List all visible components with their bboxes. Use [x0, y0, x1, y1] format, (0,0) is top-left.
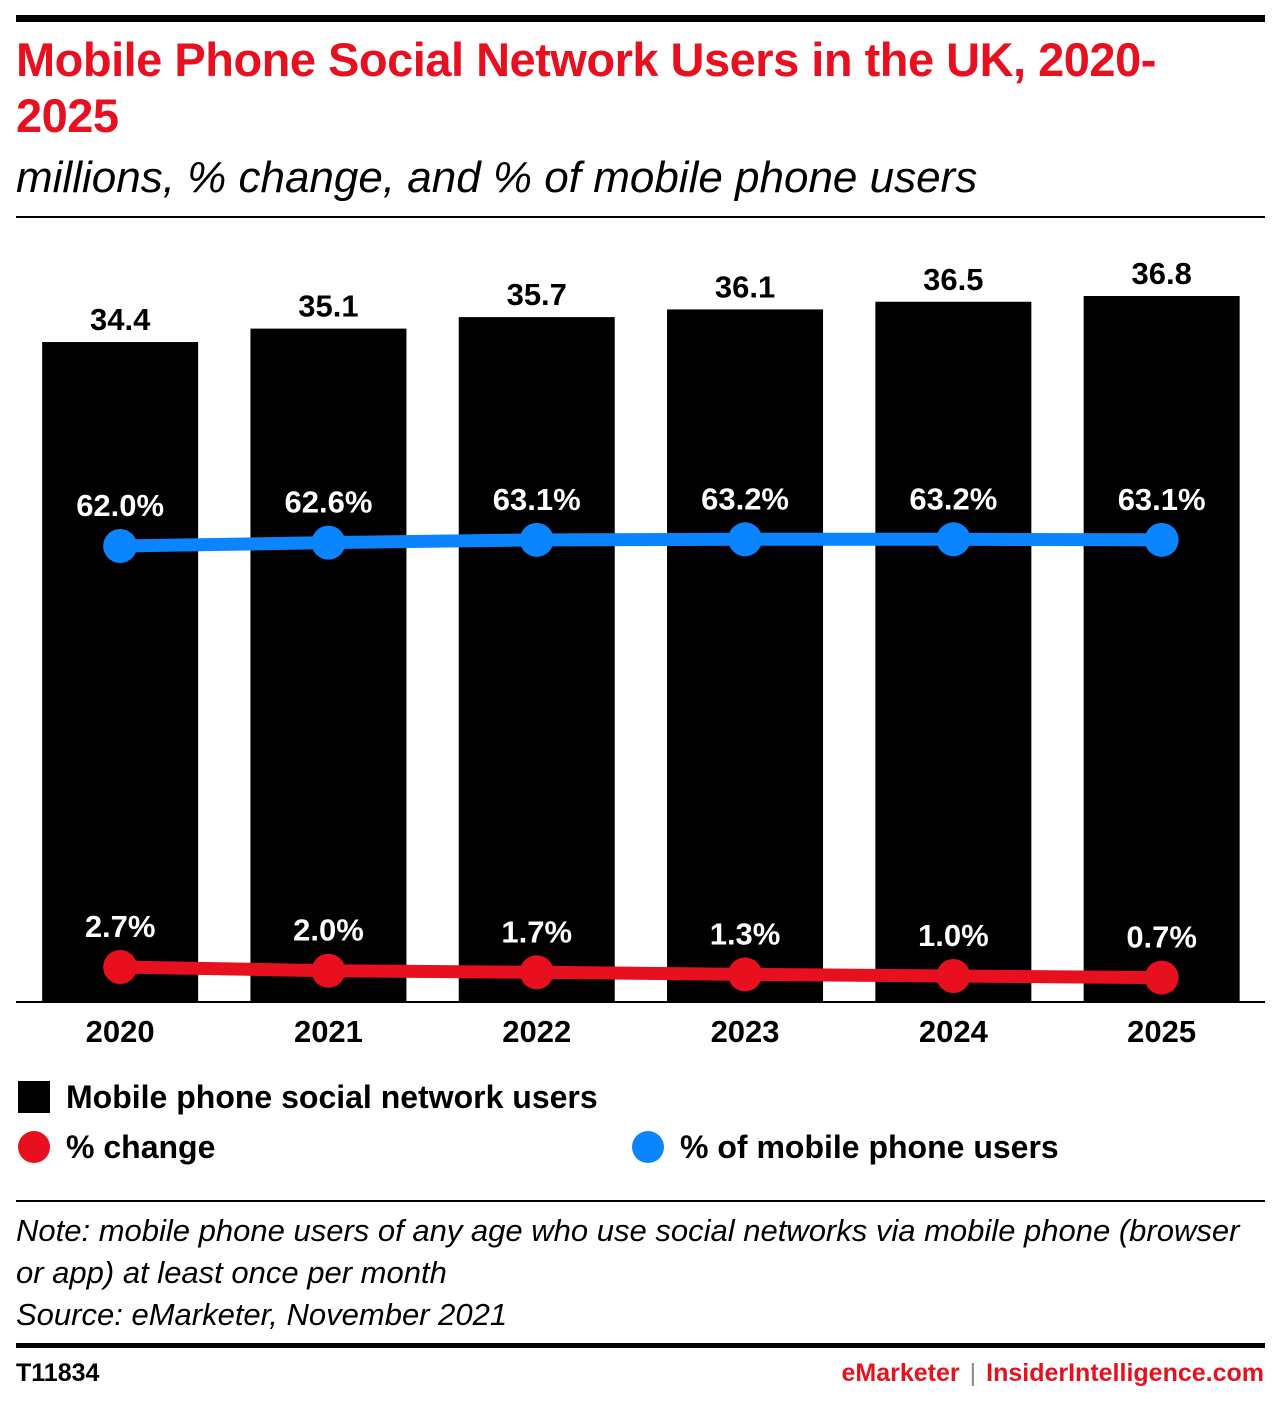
- change-value-label: 1.7%: [501, 914, 572, 949]
- bar-value-label: 36.8: [1131, 256, 1191, 291]
- bar: [458, 317, 615, 1002]
- x-tick-label: 2024: [919, 1014, 989, 1049]
- brand-footer: eMarketer | InsiderIntelligence.com: [842, 1355, 1265, 1391]
- share-value-label: 62.6%: [284, 485, 372, 520]
- x-tick-label: 2021: [294, 1014, 363, 1049]
- bar: [875, 301, 1032, 1002]
- title-divider: [16, 216, 1265, 218]
- chart-source: Source: eMarketer, November 2021: [16, 1297, 508, 1332]
- brand-insider-link[interactable]: InsiderIntelligence.com: [986, 1359, 1264, 1387]
- chart-title: Mobile Phone Social Network Users in the…: [16, 33, 1156, 142]
- chart-id: T11834: [16, 1359, 100, 1387]
- bar-value-label: 36.5: [923, 262, 983, 297]
- bar: [1083, 296, 1240, 1002]
- legend-divider: [16, 1200, 1265, 1202]
- share-point: [519, 522, 554, 557]
- change-point: [311, 953, 346, 988]
- brand-emarketer: eMarketer: [841, 1359, 960, 1387]
- legend-item-share: % of mobile phone users: [632, 1127, 1059, 1167]
- share-value-label: 63.2%: [701, 481, 789, 516]
- share-value-label: 63.1%: [493, 482, 581, 517]
- chart-note: Note: mobile phone users of any age who …: [16, 1213, 1240, 1290]
- x-axis: 2020 2021 2022 2023 2024 2025: [16, 1001, 1265, 1049]
- labels-layer: 34.4 35.1 35.7 36.1 36.5 36.8 62.0% 62.6% 63.1% 6…: [76, 256, 1205, 955]
- change-value-label: 2.7%: [85, 909, 156, 944]
- chart-subtitle: millions, % change, and % of mobile phon…: [16, 153, 978, 202]
- bar: [250, 328, 407, 1002]
- legend-label-share: % of mobile phone users: [680, 1129, 1059, 1165]
- change-value-label: 2.0%: [293, 913, 364, 948]
- change-point: [728, 957, 763, 992]
- share-value-label: 63.2%: [909, 481, 997, 516]
- share-point: [728, 522, 763, 557]
- x-tick-label: 2023: [711, 1014, 780, 1049]
- share-line: [113, 532, 1169, 553]
- change-value-label: 1.3%: [710, 916, 781, 951]
- change-point: [103, 950, 138, 984]
- legend-label-change: % change: [66, 1129, 216, 1165]
- legend-swatch-change: [18, 1131, 50, 1163]
- chart-plot: 34.4 35.1 35.7 36.1 36.5 36.8 62.0% 62.6% 63.1% 6…: [16, 256, 1265, 1049]
- x-tick-label: 2022: [502, 1014, 571, 1049]
- legend-swatch-users: [18, 1081, 50, 1113]
- legend-label-users: Mobile phone social network users: [66, 1079, 598, 1115]
- change-point: [519, 955, 554, 990]
- bars-layer: [42, 296, 1240, 1003]
- change-value-label: 1.0%: [918, 918, 989, 953]
- bar: [667, 309, 824, 1003]
- bar-value-label: 36.1: [715, 269, 775, 304]
- x-tick-label: 2020: [86, 1014, 155, 1049]
- change-line: [113, 960, 1169, 985]
- bar-value-label: 34.4: [90, 302, 151, 337]
- top-rule: [16, 15, 1265, 22]
- share-value-label: 62.0%: [76, 488, 164, 523]
- legend-swatch-share: [632, 1131, 664, 1163]
- x-tick-label: 2025: [1127, 1014, 1196, 1049]
- change-point: [1144, 960, 1179, 995]
- bar: [42, 342, 199, 1003]
- share-point: [936, 522, 971, 557]
- legend-item-users: Mobile phone social network users: [18, 1077, 598, 1117]
- share-point: [311, 525, 346, 560]
- legend-item-change: % change: [18, 1127, 215, 1167]
- brand-separator: |: [969, 1359, 977, 1387]
- change-point: [936, 959, 971, 994]
- bar-value-label: 35.1: [298, 289, 358, 324]
- share-value-label: 63.1%: [1118, 482, 1206, 517]
- change-value-label: 0.7%: [1126, 920, 1197, 955]
- share-point: [103, 529, 138, 563]
- bar-value-label: 35.7: [507, 277, 567, 312]
- footer-rule: [16, 1343, 1265, 1348]
- share-point: [1144, 522, 1179, 557]
- lines-layer: [103, 522, 1179, 995]
